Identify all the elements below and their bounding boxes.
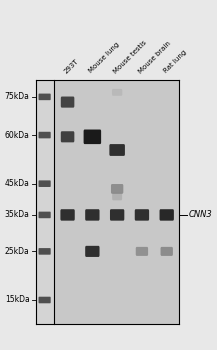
Text: 60kDa: 60kDa [5,131,30,140]
Text: CNN3: CNN3 [189,210,213,219]
FancyBboxPatch shape [85,246,100,257]
FancyBboxPatch shape [159,209,174,220]
Text: 293T: 293T [63,58,80,74]
FancyBboxPatch shape [111,184,123,194]
FancyBboxPatch shape [39,212,51,218]
Text: Mouse brain: Mouse brain [138,40,172,74]
FancyBboxPatch shape [61,131,74,142]
FancyBboxPatch shape [109,144,125,156]
Text: 25kDa: 25kDa [5,247,30,256]
FancyBboxPatch shape [84,130,101,144]
FancyBboxPatch shape [112,193,122,200]
FancyBboxPatch shape [39,93,51,100]
FancyBboxPatch shape [39,297,51,303]
Text: Rat lung: Rat lung [163,49,187,74]
FancyBboxPatch shape [39,248,51,255]
FancyBboxPatch shape [112,89,122,96]
FancyBboxPatch shape [85,209,100,220]
FancyBboxPatch shape [60,209,75,220]
FancyBboxPatch shape [61,97,74,108]
Bar [55,79,179,324]
FancyBboxPatch shape [161,247,173,256]
FancyBboxPatch shape [39,132,51,138]
Bar [36,79,54,324]
FancyBboxPatch shape [39,180,51,187]
Text: Mouse testis: Mouse testis [113,39,148,74]
FancyBboxPatch shape [110,209,124,220]
Text: Mouse lung: Mouse lung [88,42,121,74]
FancyBboxPatch shape [135,209,149,220]
Text: 15kDa: 15kDa [5,295,30,304]
FancyBboxPatch shape [136,247,148,256]
Text: 35kDa: 35kDa [5,210,30,219]
Text: 45kDa: 45kDa [5,179,30,188]
Text: 75kDa: 75kDa [5,92,30,102]
